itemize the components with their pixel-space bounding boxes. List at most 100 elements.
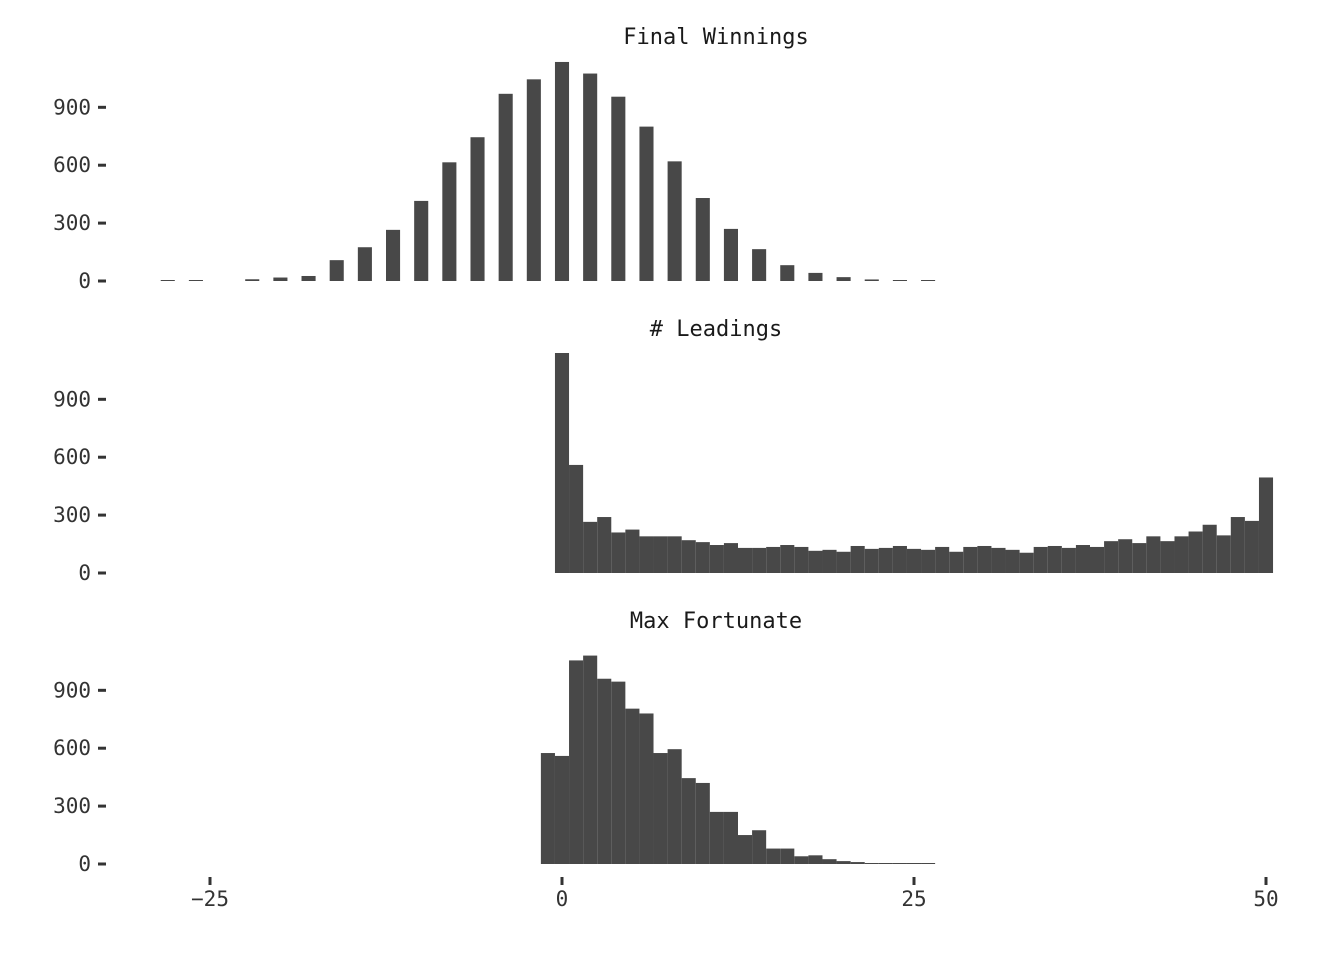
- histogram-bar: [892, 545, 907, 573]
- histogram-bar: [780, 848, 795, 864]
- histogram-bar: [709, 545, 724, 573]
- histogram-bar: [921, 863, 936, 864]
- y-tick-label: 900: [53, 678, 91, 702]
- panel-3: Max Fortunate 0 300 600 900: [53, 609, 936, 876]
- histogram-bar: [977, 545, 992, 573]
- histogram-bar: [1019, 552, 1034, 573]
- histogram-bar: [738, 835, 753, 864]
- histogram-bar: [611, 681, 626, 864]
- histogram-bar: [963, 546, 978, 573]
- histogram-bar: [850, 545, 865, 573]
- histogram-bar: [921, 549, 936, 573]
- histogram-bar: [906, 863, 922, 864]
- histogram-bar: [273, 277, 288, 281]
- histogram-bar: [1160, 541, 1175, 573]
- histogram-bar: [301, 275, 316, 281]
- histogram-bar: [470, 137, 485, 281]
- histogram-bar: [1244, 520, 1259, 573]
- y-tick-label: 600: [53, 445, 91, 469]
- histogram-bar: [639, 536, 654, 573]
- histogram-bar: [1132, 543, 1147, 573]
- histogram-bar: [780, 265, 795, 281]
- histogram-bar: [752, 249, 767, 281]
- histogram-bar: [766, 546, 781, 573]
- histogram-bar: [442, 162, 457, 281]
- histogram-bar: [752, 830, 767, 864]
- panels: Final Winnings 0 300 600 900 # Leadings 0 300 60…: [53, 25, 1274, 876]
- histogram-bar: [695, 542, 710, 573]
- shared-x-axis: −25 0 25 50: [191, 877, 1279, 911]
- histogram-bar: [245, 279, 260, 281]
- panel-title: Final Winnings: [623, 25, 808, 50]
- y-tick-label: 300: [53, 794, 91, 818]
- histogram-bar: [540, 753, 555, 864]
- histogram-bar: [667, 536, 682, 573]
- histogram-bar: [611, 96, 626, 281]
- bars: [160, 61, 936, 282]
- histogram-bar: [1146, 536, 1161, 573]
- histogram-bar: [653, 536, 668, 573]
- histogram-bar: [935, 546, 950, 573]
- histogram-bar: [1061, 547, 1076, 573]
- histogram-bar: [160, 280, 175, 281]
- histogram-bar: [738, 547, 753, 573]
- histogram-bar: [611, 532, 626, 573]
- histogram-bar: [794, 546, 809, 573]
- histogram-bar: [625, 708, 640, 864]
- histogram-bar: [583, 521, 598, 573]
- histogram-bar: [723, 543, 738, 573]
- histogram-bar: [1216, 535, 1231, 573]
- histogram-bar: [1104, 541, 1119, 573]
- histogram-bar: [569, 464, 584, 573]
- histogram-bar: [1075, 545, 1090, 573]
- histogram-bar: [836, 861, 851, 864]
- panel-2: # Leadings 0 300 600 900: [53, 317, 1274, 585]
- y-tick-label: 300: [53, 211, 91, 235]
- histogram-bar: [836, 551, 851, 573]
- histogram-bar: [554, 61, 570, 282]
- histogram-bar: [1047, 545, 1062, 573]
- histogram-bar: [752, 547, 767, 573]
- y-tick-label: 0: [78, 561, 91, 585]
- histogram-bar: [695, 782, 710, 864]
- histogram-bar: [188, 280, 203, 281]
- histogram-bar: [864, 863, 879, 864]
- panel-1: Final Winnings 0 300 600 900: [53, 25, 936, 293]
- histogram-bar: [892, 280, 907, 281]
- histogram-bar: [864, 548, 879, 573]
- histogram-bar: [780, 545, 795, 573]
- histogram-bar: [808, 855, 823, 864]
- histogram-bar: [695, 198, 710, 281]
- y-tick-label: 600: [53, 153, 91, 177]
- histogram-bar: [386, 229, 401, 281]
- y-tick-label: 600: [53, 736, 91, 760]
- histogram-bar: [766, 848, 781, 864]
- histogram-bar: [1202, 524, 1217, 573]
- histogram-bar: [808, 272, 823, 281]
- histogram-bar: [1005, 549, 1020, 573]
- histogram-bar: [1174, 536, 1189, 573]
- histogram-bar: [597, 517, 612, 573]
- histogram-bar: [583, 73, 598, 282]
- x-tick-label: 50: [1253, 887, 1278, 911]
- histogram-bar: [1258, 477, 1274, 573]
- panel-title: Max Fortunate: [630, 609, 802, 634]
- y-tick-label: 0: [78, 269, 91, 293]
- histogram-bar: [569, 660, 584, 864]
- histogram-bar: [794, 856, 809, 864]
- histogram-bar: [667, 161, 682, 281]
- histogram-bar: [639, 126, 654, 281]
- histogram-bar: [906, 548, 922, 573]
- histogram-bar: [498, 93, 513, 282]
- x-tick-label: 0: [556, 887, 569, 911]
- histogram-bar: [878, 863, 893, 864]
- histogram-bar: [625, 529, 640, 573]
- histogram-bar: [892, 863, 907, 864]
- histogram-bar: [1118, 539, 1133, 573]
- bars: [540, 655, 936, 864]
- histogram-bar: [921, 280, 936, 281]
- y-tick-label: 900: [53, 95, 91, 119]
- histogram-bar: [329, 260, 344, 281]
- histogram-bar: [723, 811, 738, 864]
